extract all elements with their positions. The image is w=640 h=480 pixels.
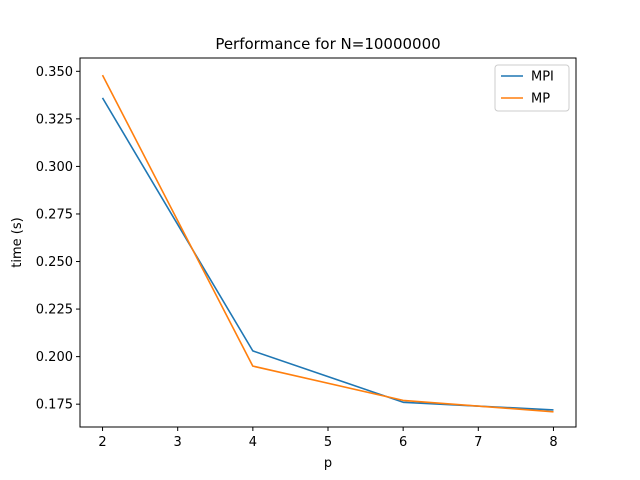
chart-title: Performance for N=10000000 xyxy=(215,35,440,53)
plot-frame xyxy=(79,57,577,428)
legend: MPI MP xyxy=(494,64,570,112)
plot-area xyxy=(80,58,576,427)
x-tick-label: 8 xyxy=(549,435,557,450)
y-tick-label: 0.325 xyxy=(36,112,73,127)
y-tick-label: 0.175 xyxy=(36,398,73,413)
x-axis: 2 3 4 5 6 7 8 xyxy=(98,427,558,450)
legend-label-mpi: MPI xyxy=(531,70,554,85)
x-tick-label: 7 xyxy=(474,435,482,450)
y-axis: 0.175 0.200 0.225 0.250 0.275 0.300 0.325 0.350 xyxy=(36,65,80,413)
x-tick-label: 5 xyxy=(324,435,332,450)
series-lines xyxy=(101,74,554,413)
x-tick-label: 2 xyxy=(98,435,106,450)
x-axis-label: p xyxy=(324,456,332,471)
x-tick-label: 3 xyxy=(174,435,182,450)
y-tick-label: 0.300 xyxy=(36,160,73,175)
y-axis-label: time (s) xyxy=(10,217,25,267)
y-tick-label: 0.250 xyxy=(36,255,73,270)
legend-label-mp: MP xyxy=(531,92,550,107)
x-tick-label: 6 xyxy=(399,435,407,450)
x-tick-label: 4 xyxy=(249,435,257,450)
y-tick-label: 0.350 xyxy=(36,65,73,80)
series-line-mp xyxy=(101,74,554,413)
y-tick-label: 0.200 xyxy=(36,350,73,365)
y-tick-label: 0.225 xyxy=(36,303,73,318)
y-tick-label: 0.275 xyxy=(36,207,73,222)
